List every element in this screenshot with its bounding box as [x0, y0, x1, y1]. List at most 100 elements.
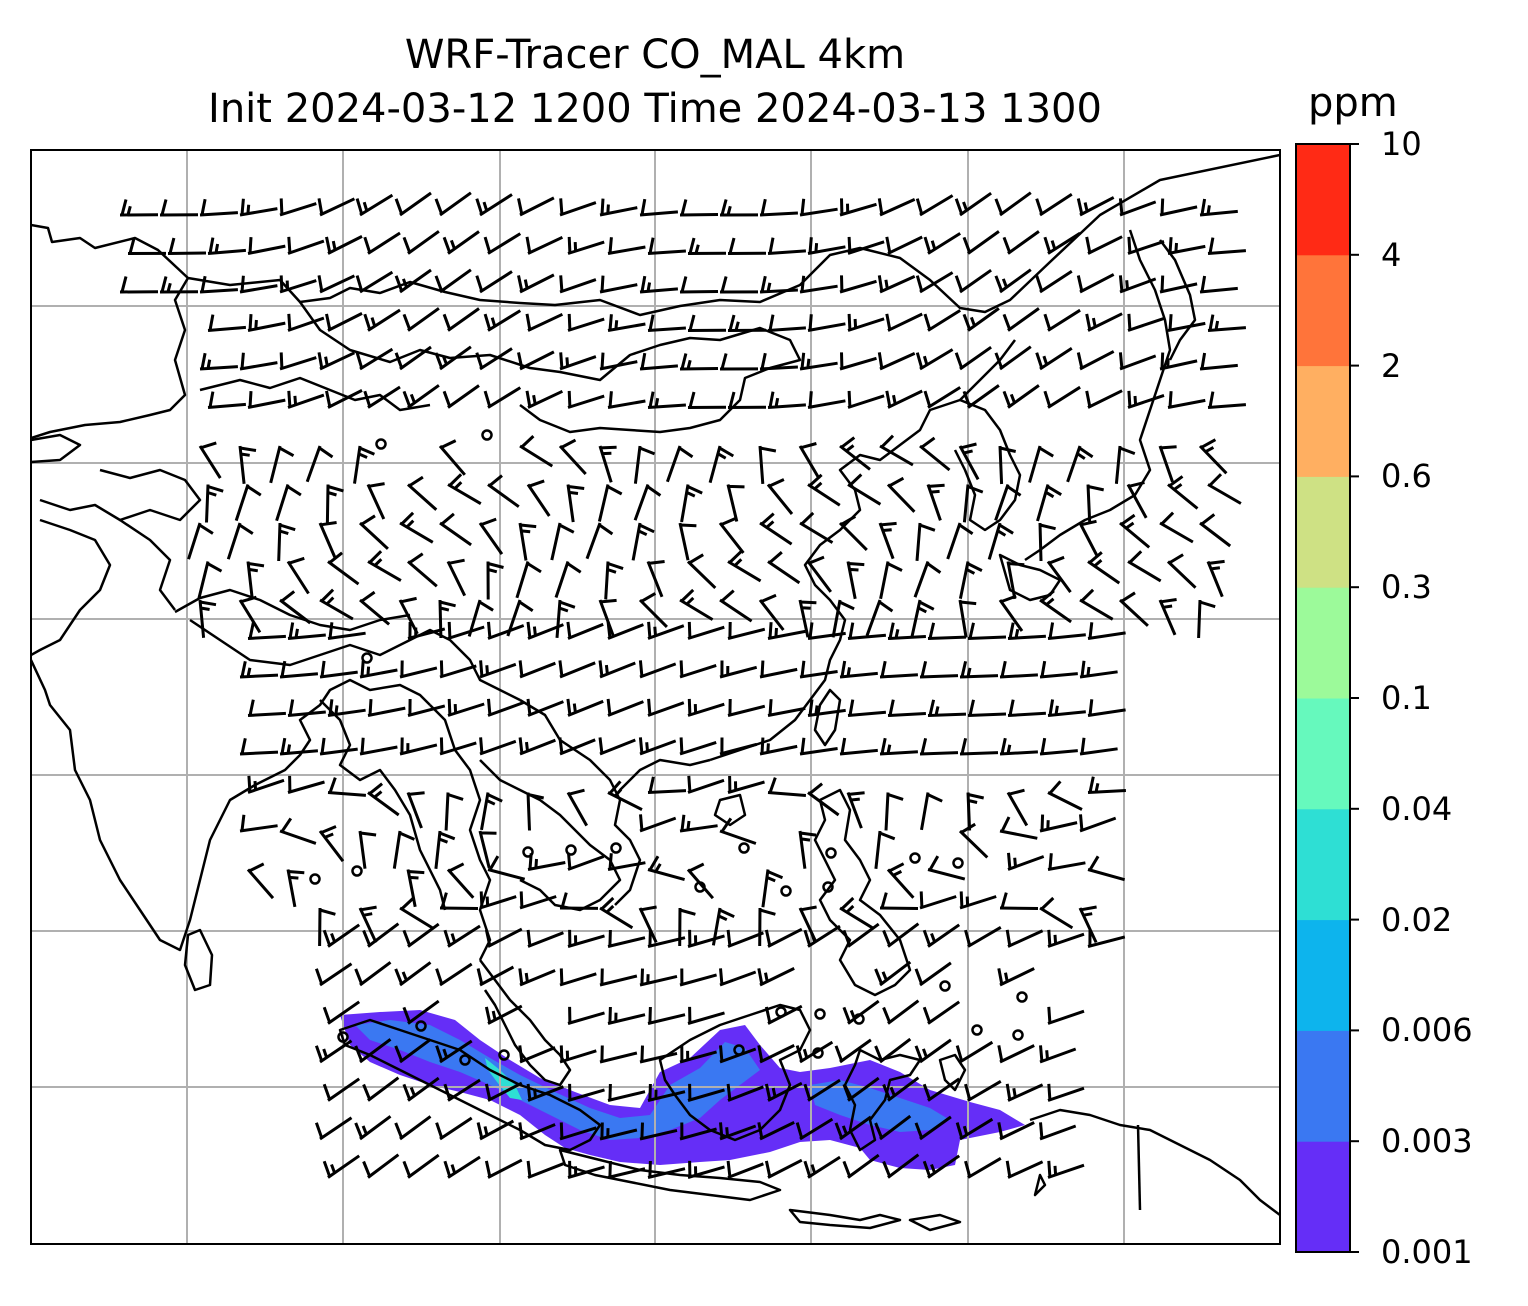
- wind-barb: [599, 1122, 638, 1141]
- wind-barb: [363, 385, 401, 409]
- wind-barb: [719, 737, 758, 756]
- wind-barb: [687, 621, 725, 640]
- wind-barb: [239, 660, 279, 679]
- wind-barb: [207, 314, 247, 332]
- wind-barb: [1043, 385, 1081, 409]
- wind-barb: [327, 622, 366, 640]
- calm-wind-circle: [814, 1008, 826, 1020]
- wind-barb: [686, 553, 717, 589]
- wind-barb: [923, 386, 961, 409]
- wind-barb: [487, 698, 525, 717]
- map-title-line-2: Init 2024-03-12 1200 Time 2024-03-13 130…: [208, 86, 1102, 132]
- wind-barb: [1007, 852, 1045, 871]
- wind-barb: [167, 237, 207, 255]
- wind-barb: [886, 862, 915, 899]
- wind-barb: [847, 236, 885, 255]
- wind-barb: [919, 891, 957, 910]
- wind-barb: [367, 699, 406, 717]
- wind-barb: [358, 830, 377, 869]
- wind-barb: [1087, 699, 1126, 717]
- wind-barb: [354, 1115, 392, 1141]
- wind-barb: [882, 1076, 920, 1102]
- wind-barb: [447, 621, 485, 640]
- wind-barb: [607, 391, 646, 409]
- wind-barb: [559, 1045, 597, 1064]
- wind-barb: [962, 384, 1000, 409]
- wind-barb: [686, 862, 715, 900]
- wind-barb: [234, 484, 262, 522]
- wind-barb: [795, 1040, 834, 1064]
- wind-barb: [325, 389, 363, 409]
- wind-barb: [517, 350, 555, 371]
- wind-barb: [606, 698, 644, 717]
- wind-barb: [882, 922, 920, 948]
- wind-barb: [803, 1078, 841, 1102]
- wind-barb: [119, 276, 159, 294]
- wind-barb: [999, 816, 1038, 840]
- wind-barb: [598, 737, 636, 756]
- wind-barb: [847, 699, 887, 717]
- wind-barb: [526, 621, 564, 640]
- wind-barb: [247, 237, 286, 255]
- wind-barb: [394, 1038, 432, 1064]
- wind-barb: [964, 926, 1002, 948]
- wind-barb: [647, 314, 686, 332]
- wind-barb: [1047, 1083, 1085, 1102]
- wind-barb: [479, 660, 517, 679]
- wind-barb: [919, 436, 951, 472]
- wind-barb: [355, 193, 394, 217]
- wind-barb: [998, 445, 1017, 485]
- wind-barb: [483, 386, 522, 409]
- wind-barb: [1047, 1006, 1085, 1025]
- wind-barb: [317, 197, 356, 217]
- wind-barb: [199, 198, 238, 217]
- wind-barb: [922, 1077, 961, 1102]
- wind-barb: [355, 270, 394, 294]
- wind-barb: [999, 660, 1038, 679]
- wind-barb: [726, 1160, 764, 1179]
- wind-barb: [639, 352, 679, 371]
- wind-barb: [279, 660, 319, 679]
- colorbar: [1295, 143, 1359, 1253]
- wind-barb: [678, 522, 697, 561]
- wind-barb: [555, 599, 576, 639]
- wind-barb: [799, 660, 838, 679]
- calm-wind-circle: [971, 1024, 983, 1036]
- wind-barb: [319, 737, 358, 756]
- wind-barb: [402, 1153, 440, 1179]
- wind-barb: [638, 660, 677, 679]
- wind-barb: [1127, 550, 1162, 583]
- wind-barb: [758, 907, 776, 947]
- wind-barb: [757, 1044, 795, 1064]
- wind-barb: [727, 314, 767, 332]
- wind-barb: [407, 475, 438, 511]
- wind-barb: [639, 968, 678, 987]
- wind-barb: [958, 599, 977, 638]
- wind-barb: [1127, 236, 1165, 255]
- wind-barb: [1126, 481, 1148, 519]
- wind-barb: [367, 550, 402, 582]
- wind-barb: [434, 345, 472, 371]
- wind-barb: [327, 699, 366, 717]
- wind-barb: [647, 929, 686, 948]
- wind-barb: [1119, 513, 1151, 549]
- wind-barb: [964, 1080, 1002, 1102]
- wind-barb: [567, 852, 605, 871]
- wind-barb: [759, 660, 798, 679]
- wind-barb: [1159, 511, 1194, 544]
- calm-wind-circle: [775, 1006, 787, 1018]
- calm-wind-circle: [375, 438, 387, 450]
- wind-barb: [922, 1000, 961, 1025]
- wind-barb: [239, 275, 278, 294]
- wind-barb: [518, 968, 556, 987]
- wind-barb: [354, 961, 392, 987]
- wind-barb: [799, 737, 838, 756]
- wind-barb: [519, 891, 557, 910]
- wind-barb: [1039, 737, 1078, 756]
- wind-barb: [767, 314, 807, 332]
- wind-barb: [1118, 591, 1149, 627]
- wind-barb: [607, 780, 643, 811]
- wind-barb: [446, 862, 475, 899]
- wind-barb: [362, 1076, 400, 1102]
- wind-barb: [687, 775, 725, 794]
